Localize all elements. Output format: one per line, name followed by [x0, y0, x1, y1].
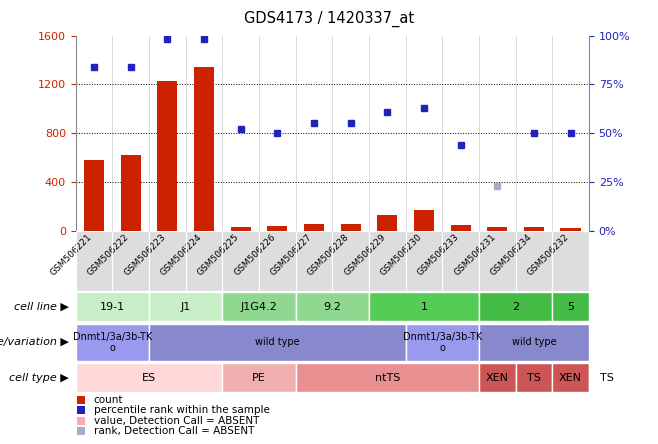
Bar — [369, 292, 479, 321]
Bar — [524, 227, 544, 231]
Bar — [295, 363, 479, 392]
Bar — [230, 227, 251, 231]
Text: GDS4173 / 1420337_at: GDS4173 / 1420337_at — [244, 11, 414, 27]
Text: genotype/variation ▶: genotype/variation ▶ — [0, 337, 69, 347]
Bar — [304, 224, 324, 231]
Bar — [451, 225, 470, 231]
Bar — [157, 81, 178, 231]
Text: GSM506226: GSM506226 — [232, 233, 277, 278]
Bar — [414, 210, 434, 231]
Bar — [479, 324, 589, 361]
Text: ES: ES — [142, 373, 156, 383]
Bar — [377, 215, 397, 231]
Text: rank, Detection Call = ABSENT: rank, Detection Call = ABSENT — [93, 426, 254, 436]
Bar — [186, 231, 222, 291]
Bar — [295, 231, 332, 291]
Text: J1G4.2: J1G4.2 — [241, 302, 277, 312]
Text: XEN: XEN — [559, 373, 582, 383]
Bar — [561, 228, 580, 231]
Text: GSM506224: GSM506224 — [159, 233, 204, 278]
Bar — [149, 231, 186, 291]
Bar — [84, 160, 104, 231]
Text: XEN: XEN — [486, 373, 509, 383]
Text: GSM506225: GSM506225 — [195, 233, 241, 278]
Bar — [76, 292, 149, 321]
Text: Dnmt1/3a/3b-TK
o: Dnmt1/3a/3b-TK o — [403, 332, 482, 353]
Text: GSM506221: GSM506221 — [49, 233, 94, 278]
Text: wild type: wild type — [512, 337, 556, 347]
Text: J1: J1 — [180, 302, 191, 312]
Text: PE: PE — [252, 373, 266, 383]
Bar — [120, 155, 141, 231]
Text: 19-1: 19-1 — [100, 302, 125, 312]
Bar — [552, 363, 589, 392]
Bar — [341, 224, 361, 231]
Text: GSM506227: GSM506227 — [269, 233, 314, 278]
Bar — [405, 231, 442, 291]
Bar — [442, 231, 479, 291]
Bar — [76, 363, 222, 392]
Text: value, Detection Call = ABSENT: value, Detection Call = ABSENT — [93, 416, 259, 426]
Text: GSM506229: GSM506229 — [342, 233, 388, 278]
Bar — [405, 324, 479, 361]
Text: 9.2: 9.2 — [323, 302, 342, 312]
Bar — [76, 231, 113, 291]
Bar — [479, 292, 552, 321]
Text: ntTS: ntTS — [374, 373, 400, 383]
Bar — [332, 231, 369, 291]
Bar — [516, 363, 552, 392]
Bar — [479, 231, 516, 291]
Bar — [149, 324, 405, 361]
Text: GSM506223: GSM506223 — [122, 233, 167, 278]
Text: cell type ▶: cell type ▶ — [9, 373, 69, 383]
Text: cell line ▶: cell line ▶ — [14, 302, 69, 312]
Bar — [552, 231, 589, 291]
Text: TS: TS — [527, 373, 541, 383]
Bar — [369, 231, 405, 291]
Bar — [259, 231, 295, 291]
Bar — [487, 227, 507, 231]
Text: GSM506234: GSM506234 — [489, 233, 534, 278]
Bar — [222, 292, 295, 321]
Text: GSM506222: GSM506222 — [86, 233, 131, 278]
Bar — [76, 324, 149, 361]
Bar — [194, 67, 214, 231]
Text: GSM506233: GSM506233 — [415, 233, 461, 278]
Text: 2: 2 — [512, 302, 519, 312]
Text: GSM506232: GSM506232 — [526, 233, 570, 278]
Bar — [479, 363, 516, 392]
Bar — [149, 292, 222, 321]
Bar — [295, 292, 369, 321]
Bar — [113, 231, 149, 291]
Text: 1: 1 — [420, 302, 428, 312]
Bar — [267, 226, 288, 231]
Bar — [222, 231, 259, 291]
Text: TS: TS — [600, 373, 614, 383]
Text: Dnmt1/3a/3b-TK
o: Dnmt1/3a/3b-TK o — [72, 332, 152, 353]
Bar — [222, 363, 295, 392]
Text: GSM506231: GSM506231 — [452, 233, 497, 278]
Text: wild type: wild type — [255, 337, 299, 347]
Text: 5: 5 — [567, 302, 574, 312]
Text: count: count — [93, 395, 123, 404]
Text: GSM506228: GSM506228 — [305, 233, 351, 278]
Bar — [552, 292, 589, 321]
Text: percentile rank within the sample: percentile rank within the sample — [93, 405, 270, 415]
Bar — [516, 231, 552, 291]
Bar — [589, 363, 626, 392]
Text: GSM506230: GSM506230 — [379, 233, 424, 278]
